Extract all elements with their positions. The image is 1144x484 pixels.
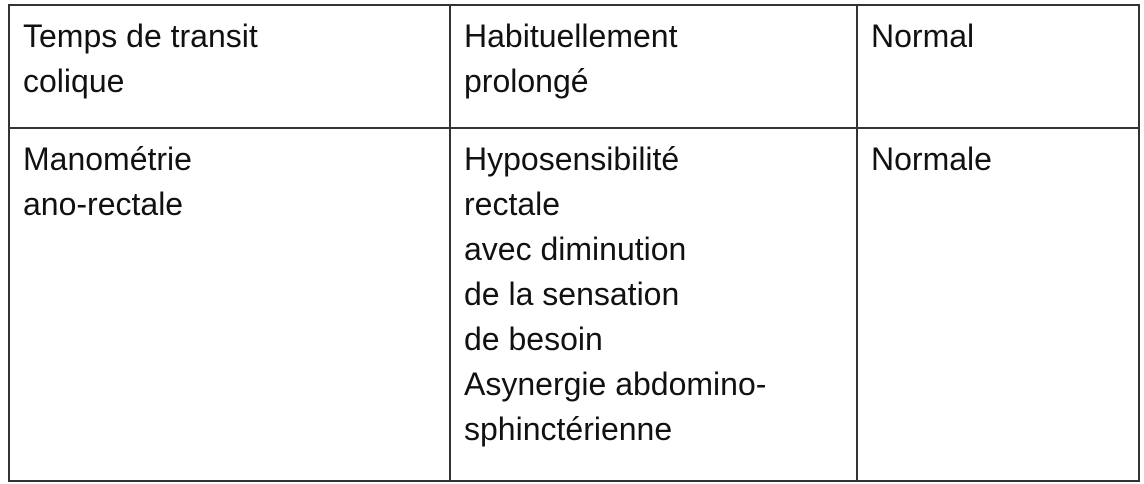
comparison-table: Temps de transit colique Habituellement … [8, 4, 1140, 482]
row-label-cell: Temps de transit colique [8, 4, 451, 129]
table-row: Manométrie ano-rectale Hyposensibilité r… [8, 127, 1140, 482]
table-cell: Habituellement prolongé [449, 4, 858, 129]
table-cell: Hyposensibilité rectale avec diminution … [449, 127, 858, 482]
table-cell: Normale [856, 127, 1140, 482]
table-cell: Normal [856, 4, 1140, 129]
row-label-cell: Manométrie ano-rectale [8, 127, 451, 482]
table-row: Temps de transit colique Habituellement … [8, 4, 1140, 129]
